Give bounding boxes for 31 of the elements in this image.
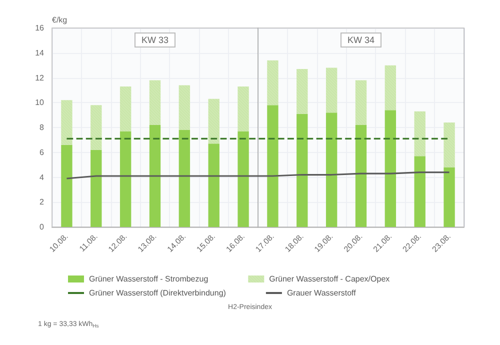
legend-label: Grüner Wasserstoff - Strombezug [89,274,208,284]
y-tick-label: 0 [40,222,45,232]
band-label: KW 33 [141,35,169,45]
bar [208,144,220,227]
y-tick-label: 16 [35,24,45,32]
y-tick-label: 8 [40,123,45,132]
bar [149,125,161,227]
bar [267,105,278,227]
band-label: KW 34 [347,35,375,45]
y-axis-title: €/kg [52,16,68,24]
y-tick-label: 4 [40,172,45,182]
bar [61,144,72,227]
bar [414,156,426,227]
y-tick-label: 12 [35,73,45,82]
bar [355,125,367,227]
y-tick-label: 6 [40,148,45,157]
y-tick-label: 2 [40,198,45,207]
bar [296,114,308,227]
bar [238,131,249,227]
y-tick-label: 14 [35,48,45,58]
bar [178,130,190,227]
bar [90,150,102,227]
legend-label: Grüner Wasserstoff - Capex/Opex [269,274,390,284]
y-tick-label: 10 [35,98,45,108]
bar [444,167,455,227]
legend-label: Grüner Wasserstoff (Direktverbindung) [89,288,226,298]
bar [120,131,132,227]
legend-label: Grauer Wasserstoff [286,288,357,298]
bar [384,110,396,227]
line-series [66,171,450,180]
bar [326,112,338,227]
